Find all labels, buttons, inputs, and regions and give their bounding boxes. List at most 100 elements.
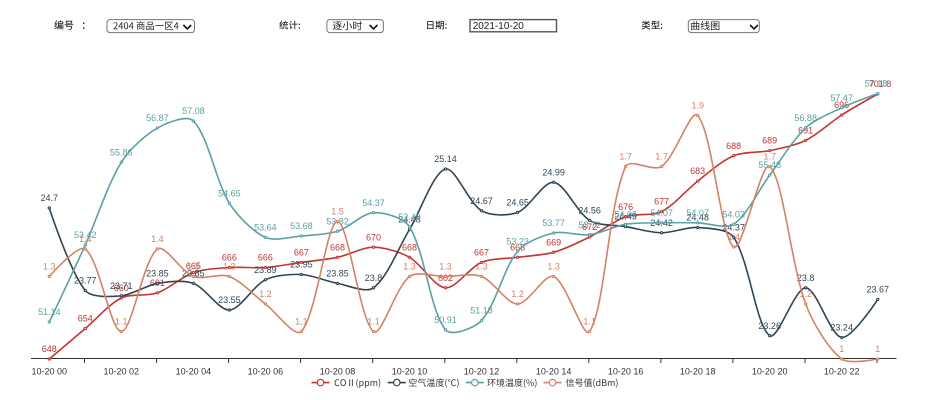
svg-text:53.68: 53.68: [290, 221, 313, 231]
svg-text:1.5: 1.5: [331, 207, 344, 217]
svg-text:24.7: 24.7: [41, 193, 59, 203]
svg-text:648: 648: [42, 344, 57, 354]
svg-text:10-20 00: 10-20 00: [32, 366, 68, 376]
svg-text:701.8: 701.8: [869, 79, 892, 89]
svg-text:1.3: 1.3: [439, 262, 452, 272]
svg-text:670: 670: [366, 232, 381, 242]
svg-text:1.7: 1.7: [655, 152, 668, 162]
svg-text:691: 691: [798, 126, 813, 136]
svg-text:55.86: 55.86: [110, 147, 133, 157]
svg-text:10-20 02: 10-20 02: [104, 366, 140, 376]
svg-text:23.71: 23.71: [110, 281, 133, 291]
svg-text:1.3: 1.3: [223, 262, 236, 272]
svg-text:57.08: 57.08: [182, 106, 205, 116]
svg-text:10-20 18: 10-20 18: [680, 366, 716, 376]
svg-text:665: 665: [186, 261, 201, 271]
svg-text:10-20 12: 10-20 12: [464, 366, 500, 376]
svg-text:23.95: 23.95: [290, 260, 313, 270]
svg-text:10-20 06: 10-20 06: [248, 366, 284, 376]
svg-text:689: 689: [762, 136, 777, 146]
svg-text:56.87: 56.87: [146, 113, 169, 123]
svg-text:23.85: 23.85: [146, 269, 169, 279]
svg-text:23.85: 23.85: [326, 269, 349, 279]
svg-text:1.4: 1.4: [79, 234, 92, 244]
svg-text:1.4: 1.4: [151, 234, 164, 244]
svg-text:1.3: 1.3: [475, 262, 488, 272]
svg-text:1: 1: [875, 344, 880, 354]
svg-text:683: 683: [690, 166, 705, 176]
svg-text:54.03: 54.03: [722, 209, 745, 219]
svg-text:54.07: 54.07: [686, 208, 709, 218]
svg-text:1.3: 1.3: [547, 262, 560, 272]
svg-text:54.65: 54.65: [218, 188, 241, 198]
svg-text:53.42: 53.42: [74, 230, 97, 240]
svg-text:668: 668: [330, 242, 345, 252]
svg-text:23.8: 23.8: [797, 273, 815, 283]
svg-text:1.2: 1.2: [799, 289, 812, 299]
svg-text:23.85: 23.85: [182, 269, 205, 279]
svg-text:24.99: 24.99: [542, 167, 565, 177]
svg-text:50.91: 50.91: [434, 315, 457, 325]
svg-text:57.47: 57.47: [830, 93, 853, 103]
svg-text:56.88: 56.88: [794, 113, 817, 123]
svg-text:23.89: 23.89: [254, 265, 277, 275]
svg-text:24.37: 24.37: [722, 222, 745, 232]
svg-text:676: 676: [618, 202, 633, 212]
svg-text:25.14: 25.14: [434, 154, 457, 164]
svg-text:23.8: 23.8: [365, 273, 383, 283]
svg-text:10-20 10: 10-20 10: [392, 366, 428, 376]
svg-text:24.67: 24.67: [470, 196, 493, 206]
svg-text:672: 672: [582, 222, 597, 232]
svg-text:10-20 08: 10-20 08: [320, 366, 356, 376]
svg-text:23.67: 23.67: [867, 285, 890, 295]
svg-text:24.49: 24.49: [614, 212, 637, 222]
svg-text:1.3: 1.3: [187, 262, 200, 272]
svg-text:57.18: 57.18: [865, 79, 888, 89]
svg-text:677: 677: [654, 197, 669, 207]
svg-text:24.48: 24.48: [686, 213, 709, 223]
svg-text:24.48: 24.48: [398, 215, 421, 225]
svg-text:53.77: 53.77: [542, 218, 565, 228]
svg-text:696: 696: [834, 100, 849, 110]
svg-text:667: 667: [474, 248, 489, 258]
svg-text:1.1: 1.1: [583, 317, 596, 327]
svg-text:1.1: 1.1: [115, 317, 128, 327]
svg-text:23.24: 23.24: [830, 323, 853, 333]
svg-text:1.7: 1.7: [763, 152, 776, 162]
svg-text:1.4: 1.4: [727, 232, 740, 242]
svg-text:10-20 22: 10-20 22: [824, 366, 860, 376]
svg-text:10-20 16: 10-20 16: [608, 366, 644, 376]
svg-text:1.9: 1.9: [691, 101, 704, 111]
svg-text:23.26: 23.26: [758, 321, 781, 331]
svg-text:10-20 20: 10-20 20: [752, 366, 788, 376]
svg-text:1.1: 1.1: [295, 317, 308, 327]
svg-text:24.65: 24.65: [506, 198, 529, 208]
svg-text:1.3: 1.3: [403, 262, 416, 272]
svg-text:669: 669: [546, 237, 561, 247]
svg-text:54.02: 54.02: [614, 209, 637, 219]
svg-text:654: 654: [78, 314, 93, 324]
svg-text:2021-10-20: 2021-10-20: [473, 21, 525, 32]
svg-text:23.77: 23.77: [74, 276, 97, 286]
svg-text:668: 668: [402, 242, 417, 252]
svg-text:1.1: 1.1: [367, 317, 380, 327]
svg-text:1.2: 1.2: [511, 289, 524, 299]
svg-text:24.56: 24.56: [578, 206, 601, 216]
svg-text:51.18: 51.18: [470, 306, 493, 316]
svg-text:1.2: 1.2: [259, 289, 272, 299]
svg-text:54.07: 54.07: [650, 208, 673, 218]
svg-text:10-20 14: 10-20 14: [536, 366, 572, 376]
svg-text:53.23: 53.23: [506, 236, 529, 246]
svg-text:52.49: 52.49: [398, 212, 421, 222]
svg-text:1.3: 1.3: [43, 262, 56, 272]
svg-text:667: 667: [294, 248, 309, 258]
svg-text:10-20 04: 10-20 04: [176, 366, 212, 376]
svg-text:688: 688: [726, 141, 741, 151]
svg-text:54.37: 54.37: [362, 198, 385, 208]
svg-text:53.72: 53.72: [578, 220, 601, 230]
svg-text:1: 1: [839, 344, 844, 354]
svg-text:51.14: 51.14: [38, 307, 61, 317]
svg-text:666: 666: [258, 253, 273, 263]
svg-text:666: 666: [222, 253, 237, 263]
svg-text:668: 668: [510, 242, 525, 252]
